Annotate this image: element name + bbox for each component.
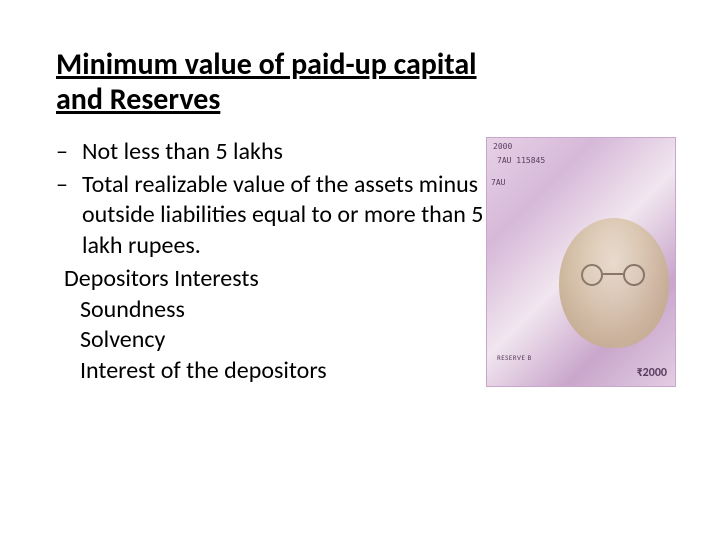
- slide-title: Minimum value of paid-up capital and Res…: [56, 48, 516, 117]
- glasses-icon: [581, 264, 645, 282]
- sub-item: Solvency: [56, 325, 486, 356]
- rbi-text: RESERVE B: [497, 353, 532, 362]
- slide: Minimum value of paid-up capital and Res…: [0, 0, 720, 540]
- gandhi-portrait-icon: [559, 218, 669, 348]
- note-overlay-text: 2000: [493, 142, 512, 151]
- text-column: Not less than 5 lakhs Total realizable v…: [56, 137, 486, 387]
- currency-image: 2000 7AU 115845 7AU RESERVE B ₹2000: [486, 137, 676, 387]
- sub-heading: Depositors Interests: [56, 264, 486, 295]
- note-overlay-text: 7AU 115845: [497, 156, 545, 165]
- bullet-item: Not less than 5 lakhs: [82, 137, 486, 168]
- bullet-list: Not less than 5 lakhs Total realizable v…: [56, 137, 486, 262]
- denomination-text: ₹2000: [637, 366, 667, 380]
- note-overlay-text: 7AU: [491, 178, 505, 187]
- bullet-item: Total realizable value of the assets min…: [82, 170, 486, 262]
- body-area: Not less than 5 lakhs Total realizable v…: [56, 137, 664, 387]
- sub-item: Interest of the depositors: [56, 356, 486, 387]
- image-column: 2000 7AU 115845 7AU RESERVE B ₹2000: [486, 137, 676, 387]
- sub-item: Soundness: [56, 295, 486, 326]
